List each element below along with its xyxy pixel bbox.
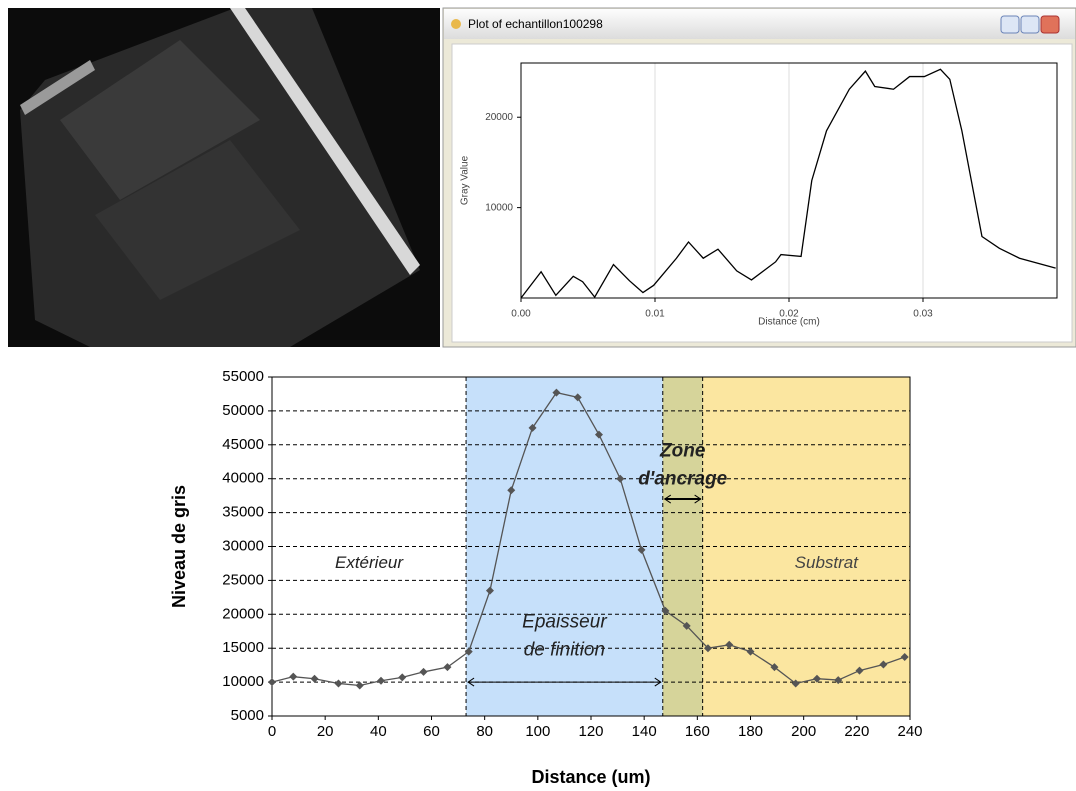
plot-frame (271, 376, 911, 717)
data-point (834, 676, 843, 685)
x-tick-label: 160 (685, 723, 710, 740)
x-tick-label: 80 (476, 723, 493, 740)
plot-frame (520, 62, 1058, 299)
region (466, 377, 663, 716)
data-line (271, 391, 905, 687)
x-tick-label: 0.01 (645, 309, 665, 320)
window-icon (451, 19, 461, 29)
plot-window: Plot of echantillon100298 (442, 7, 1076, 348)
data-point (552, 388, 561, 397)
y-tick-label: 10000 (485, 202, 513, 213)
region-label: Epaisseur (522, 611, 607, 632)
x-tick-label: 20 (317, 723, 334, 740)
x-tick-label: 200 (791, 723, 816, 740)
y-tick-label: 15000 (222, 639, 264, 656)
data-point (464, 647, 473, 656)
data-point (419, 667, 428, 676)
data-line (520, 68, 1056, 299)
x-tick-label: 0.03 (913, 309, 933, 320)
x-tick-label: 0 (268, 723, 276, 740)
micrograph (8, 8, 440, 347)
x-tick-label: 0.02 (779, 309, 799, 320)
x-tick-label: 40 (370, 723, 387, 740)
region-label: Zone (659, 441, 706, 462)
data-point (900, 653, 909, 662)
data-point (661, 606, 670, 615)
data-point (770, 663, 779, 672)
y-tick-label: 10000 (222, 673, 264, 690)
data-point (289, 672, 298, 681)
x-tick-label: 0.00 (511, 309, 531, 320)
data-point (594, 430, 603, 439)
data-point (616, 474, 625, 483)
data-point (573, 393, 582, 402)
x-tick-label: 240 (897, 723, 922, 740)
x-axis-title: Distance (um) (531, 767, 650, 787)
y-axis-title: Gray Value (460, 155, 471, 205)
y-tick-label: 50000 (222, 402, 264, 419)
minimize-button[interactable] (1000, 15, 1020, 34)
y-tick-label: 55000 (222, 368, 264, 385)
maximize-button[interactable] (1020, 15, 1040, 34)
data-point (507, 486, 516, 495)
region (662, 377, 703, 716)
region-label: Extérieur (335, 553, 404, 572)
data-point (310, 674, 319, 683)
y-tick-label: 25000 (222, 571, 264, 588)
data-point (855, 666, 864, 675)
data-point (703, 644, 712, 653)
data-point (376, 676, 385, 685)
y-axis-title: Niveau de gris (169, 485, 189, 608)
data-point (485, 586, 494, 595)
data-point (725, 640, 734, 649)
x-tick-label: 180 (738, 723, 763, 740)
y-tick-label: 20000 (485, 112, 513, 123)
x-tick-label: 140 (632, 723, 657, 740)
y-tick-label: 30000 (222, 537, 264, 554)
data-point (443, 663, 452, 672)
y-tick-label: 40000 (222, 470, 264, 487)
x-tick-label: 120 (578, 723, 603, 740)
data-point (528, 423, 537, 432)
x-axis-title: Distance (cm) (758, 317, 820, 328)
data-point (334, 679, 343, 688)
region-label: d'ancrage (638, 469, 727, 490)
data-point (682, 621, 691, 630)
data-point (746, 647, 755, 656)
data-point (879, 660, 888, 669)
data-point (637, 545, 646, 554)
data-point (812, 674, 821, 683)
arrow-head (467, 677, 662, 687)
x-tick-label: 60 (423, 723, 440, 740)
data-point (791, 679, 800, 688)
y-tick-label: 20000 (222, 605, 264, 622)
region-label: Substrat (795, 553, 860, 572)
window-title: Plot of echantillon100298 (468, 17, 603, 31)
y-tick-label: 45000 (222, 436, 264, 453)
close-button[interactable] (1040, 15, 1060, 34)
x-tick-label: 220 (844, 723, 869, 740)
region-label: de finition (524, 639, 605, 660)
data-point (398, 673, 407, 682)
arrow-head (663, 494, 702, 504)
data-point (268, 678, 276, 687)
x-tick-label: 100 (525, 723, 550, 740)
y-tick-label: 35000 (222, 504, 264, 521)
data-point (355, 681, 364, 690)
y-tick-label: 5000 (231, 707, 264, 724)
